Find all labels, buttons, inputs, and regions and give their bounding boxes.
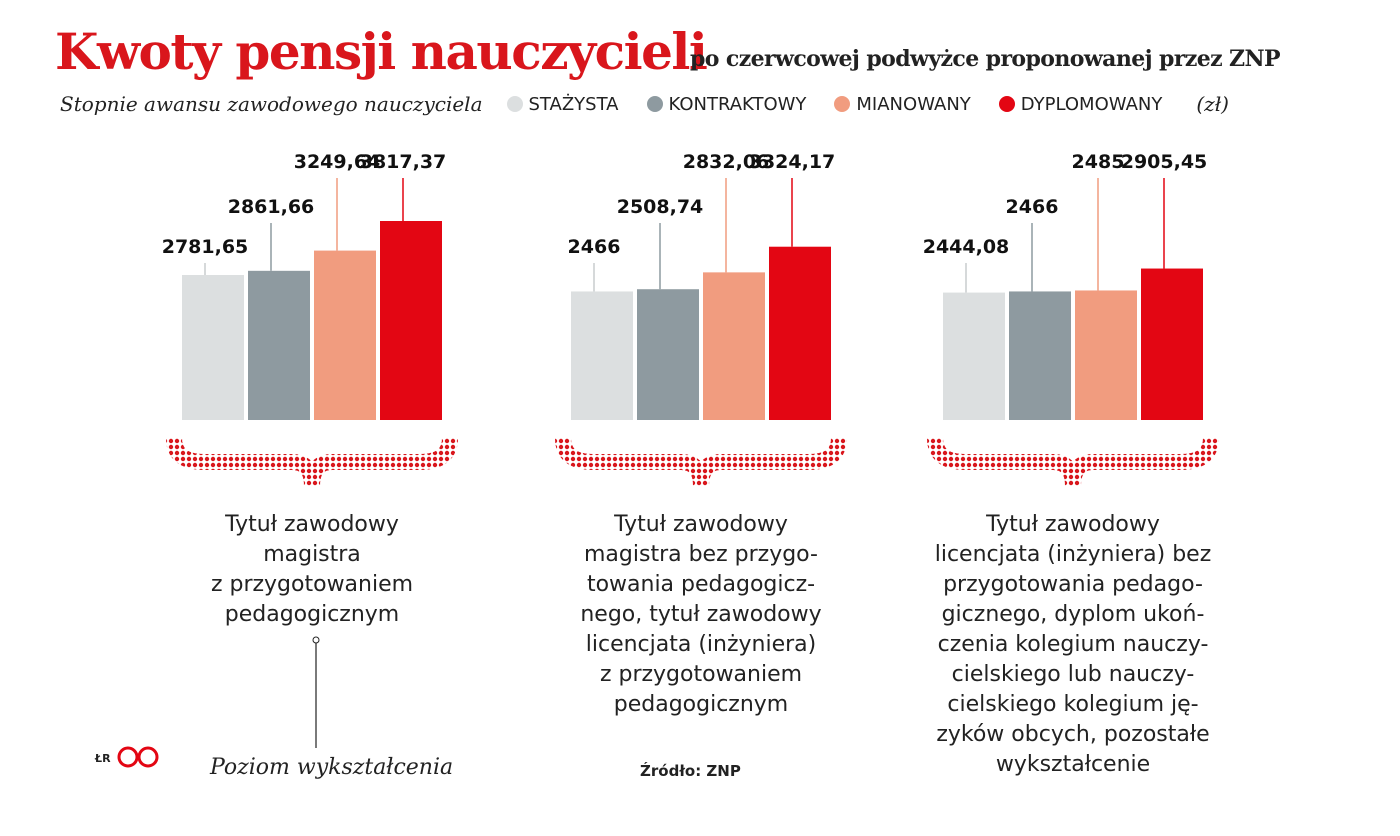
legend: Stopnie awansu zawodowego nauczyciela ST… — [60, 92, 1229, 116]
category-label: Tytuł zawodowy magistra z przygotowaniem… — [210, 512, 414, 627]
credit: ŁR — [95, 752, 111, 765]
chart-subtitle: po czerwcowej podwyżce proponowanej prze… — [690, 46, 1281, 72]
bar — [1075, 290, 1137, 420]
bar — [182, 274, 244, 420]
value-label: 3249,64 — [294, 151, 381, 173]
value-label: 2508,74 — [617, 196, 704, 218]
legend-swatch — [834, 96, 851, 112]
brace — [166, 437, 458, 487]
value-label: 3817,37 — [360, 151, 447, 173]
source: Źródło: ZNP — [640, 762, 741, 780]
legend-item: KONTRAKTOWY — [646, 93, 807, 115]
category-label: Tytuł zawodowy licencjata (inżyniera) be… — [934, 512, 1212, 777]
axis-caption: Poziom wykształcenia — [210, 755, 454, 780]
legend-label: DYPLOMOWANY — [1020, 93, 1163, 115]
value-label: 2466 — [1006, 196, 1059, 218]
value-label: 2444,08 — [923, 236, 1010, 258]
value-label: 2485 — [1072, 151, 1125, 173]
legend-label: STAŻYSTA — [528, 93, 619, 115]
bar — [1009, 291, 1071, 420]
value-label: 2905,45 — [1121, 151, 1208, 173]
bar — [943, 292, 1005, 420]
logo-circle — [137, 746, 159, 768]
bar — [769, 246, 831, 420]
legend-swatch — [998, 96, 1015, 112]
bar — [571, 291, 633, 420]
value-label: 2832,06 — [683, 151, 770, 173]
bar — [380, 221, 442, 420]
bar — [637, 289, 699, 420]
connector-dot — [312, 636, 320, 644]
legend-item: DYPLOMOWANY — [998, 93, 1163, 115]
legend-item: MIANOWANY — [834, 93, 971, 115]
category-label: Tytuł zawodowy magistra bez przygo- towa… — [580, 512, 822, 717]
bar — [703, 272, 765, 420]
value-label: 2466 — [568, 236, 621, 258]
bar — [1141, 268, 1203, 420]
legend-label: MIANOWANY — [856, 93, 971, 115]
value-label: 3324,17 — [749, 151, 836, 173]
bar — [314, 250, 376, 420]
legend-swatch — [506, 96, 523, 112]
legend-swatch — [646, 96, 663, 112]
unit: (zł) — [1196, 92, 1229, 116]
brace — [555, 437, 847, 487]
value-label: 2861,66 — [228, 196, 315, 218]
value-label: 2781,65 — [162, 236, 249, 258]
legend-item: STAŻYSTA — [506, 93, 619, 115]
legend-label: KONTRAKTOWY — [668, 93, 807, 115]
chart-title: Kwoty pensji nauczycieli — [55, 22, 708, 81]
brace — [927, 437, 1219, 487]
bar — [248, 270, 310, 420]
logo-circle — [117, 746, 139, 768]
legend-title: Stopnie awansu zawodowego nauczyciela — [60, 92, 483, 116]
